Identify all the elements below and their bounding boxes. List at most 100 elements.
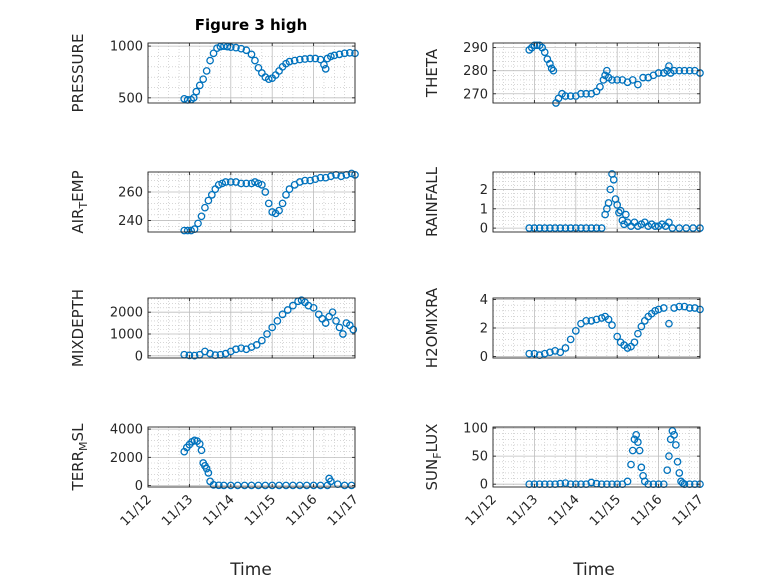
- data-point: [628, 76, 637, 84]
- data-point: [623, 344, 632, 352]
- subplot-rainfall: 0 1 2 RAINFALL: [423, 166, 704, 237]
- data-point: [195, 81, 204, 90]
- y-axis-label-main: H2OMIXRA: [423, 287, 441, 368]
- data-point: [665, 62, 673, 70]
- data-point: [268, 208, 277, 216]
- y-axis-label: MIXDEPTH: [69, 289, 87, 367]
- data-point: [252, 341, 261, 349]
- data-point: [345, 48, 354, 57]
- data-point: [582, 89, 591, 98]
- data-point: [207, 191, 216, 199]
- y-tick-label: 50: [471, 450, 488, 465]
- data-point: [264, 75, 273, 84]
- y-axis-label-subscript: M: [77, 441, 90, 451]
- data-point: [209, 481, 218, 489]
- data-point: [535, 224, 544, 232]
- data-point: [604, 315, 613, 324]
- data-point: [571, 327, 580, 335]
- data-point: [566, 92, 575, 100]
- data-point: [604, 199, 613, 207]
- data-point: [301, 176, 309, 185]
- y-axis-label-subscript: T: [77, 202, 90, 210]
- data-point: [582, 224, 591, 232]
- data-point: [204, 196, 213, 205]
- data-point: [659, 304, 668, 312]
- data-point: [289, 301, 297, 310]
- data-point: [232, 43, 240, 52]
- data-point: [673, 457, 682, 466]
- data-point: [332, 317, 340, 325]
- data-point: [566, 224, 575, 232]
- data-point: [237, 179, 245, 188]
- data-point: [634, 329, 642, 338]
- data-point: [306, 176, 314, 185]
- y-tick-label: 280: [463, 64, 488, 79]
- y-tick-label: 4: [480, 293, 488, 308]
- data-point: [556, 224, 565, 232]
- x-tick-label: 11/12: [463, 492, 500, 529]
- data-point: [316, 173, 325, 182]
- data-point: [285, 185, 294, 193]
- data-point: [546, 348, 554, 357]
- data-point: [268, 323, 277, 332]
- x-tick-label: 11/17: [325, 492, 362, 529]
- data-point: [637, 322, 646, 331]
- x-tick-label: 11/17: [670, 492, 707, 529]
- data-point: [540, 48, 549, 57]
- subplot-pressure: 500 1000 PRESSURE: [69, 34, 359, 113]
- data-point: [192, 87, 201, 96]
- data-point: [608, 321, 616, 329]
- data-point: [549, 66, 558, 75]
- y-axis-label-main: AIR: [69, 209, 87, 234]
- y-tick-label: 2: [480, 322, 488, 337]
- y-tick-label: 0: [135, 479, 143, 494]
- data-point: [311, 175, 320, 183]
- data-point: [187, 226, 195, 235]
- data-point: [326, 172, 335, 181]
- axes-box: [492, 426, 701, 488]
- data-point: [665, 218, 673, 227]
- data-point: [263, 330, 271, 338]
- subplot-terr-msl: 0 2000 4000 11/12 11/13 11/14 11/15 11/16 11/17 T…: [69, 423, 362, 530]
- data-point: [264, 199, 273, 208]
- data-point: [609, 175, 618, 184]
- y-axis-label-main: PRESSURE: [69, 34, 87, 113]
- x-tick-label: 11/14: [546, 492, 583, 529]
- data-point: [546, 224, 554, 232]
- data-point: [251, 178, 259, 186]
- y-tick-label: 1000: [110, 40, 143, 55]
- data-point: [632, 430, 641, 439]
- data-point: [680, 66, 689, 75]
- data-point: [602, 66, 611, 75]
- data-point: [206, 56, 214, 65]
- data-point: [232, 178, 240, 186]
- data-point: [190, 351, 199, 360]
- data-point: [592, 224, 601, 232]
- data-point: [309, 303, 318, 312]
- data-point: [685, 304, 694, 312]
- data-point: [261, 188, 270, 196]
- y-axis-label-tail: SL: [69, 423, 87, 442]
- y-axis-label: PRESSURE: [69, 34, 87, 113]
- data-point: [556, 348, 565, 357]
- y-axis-label-tail: LUX: [423, 424, 441, 453]
- data-point: [637, 463, 646, 472]
- data-point: [301, 55, 309, 63]
- data-point: [675, 469, 684, 477]
- data-point: [321, 173, 330, 182]
- data-point: [608, 76, 616, 84]
- data-point: [613, 332, 622, 341]
- y-axis-label-main: MIXDEPTH: [69, 289, 87, 367]
- data-point: [226, 178, 235, 186]
- data-point: [675, 302, 684, 311]
- data-point: [232, 345, 240, 354]
- data-point: [349, 325, 358, 334]
- y-tick-label: 0: [480, 350, 488, 365]
- y-axis-label: THETA: [423, 48, 441, 98]
- data-point: [275, 206, 283, 215]
- data-point: [668, 427, 677, 435]
- axes-box: [147, 42, 356, 104]
- data-point: [577, 224, 585, 232]
- data-point: [577, 89, 585, 98]
